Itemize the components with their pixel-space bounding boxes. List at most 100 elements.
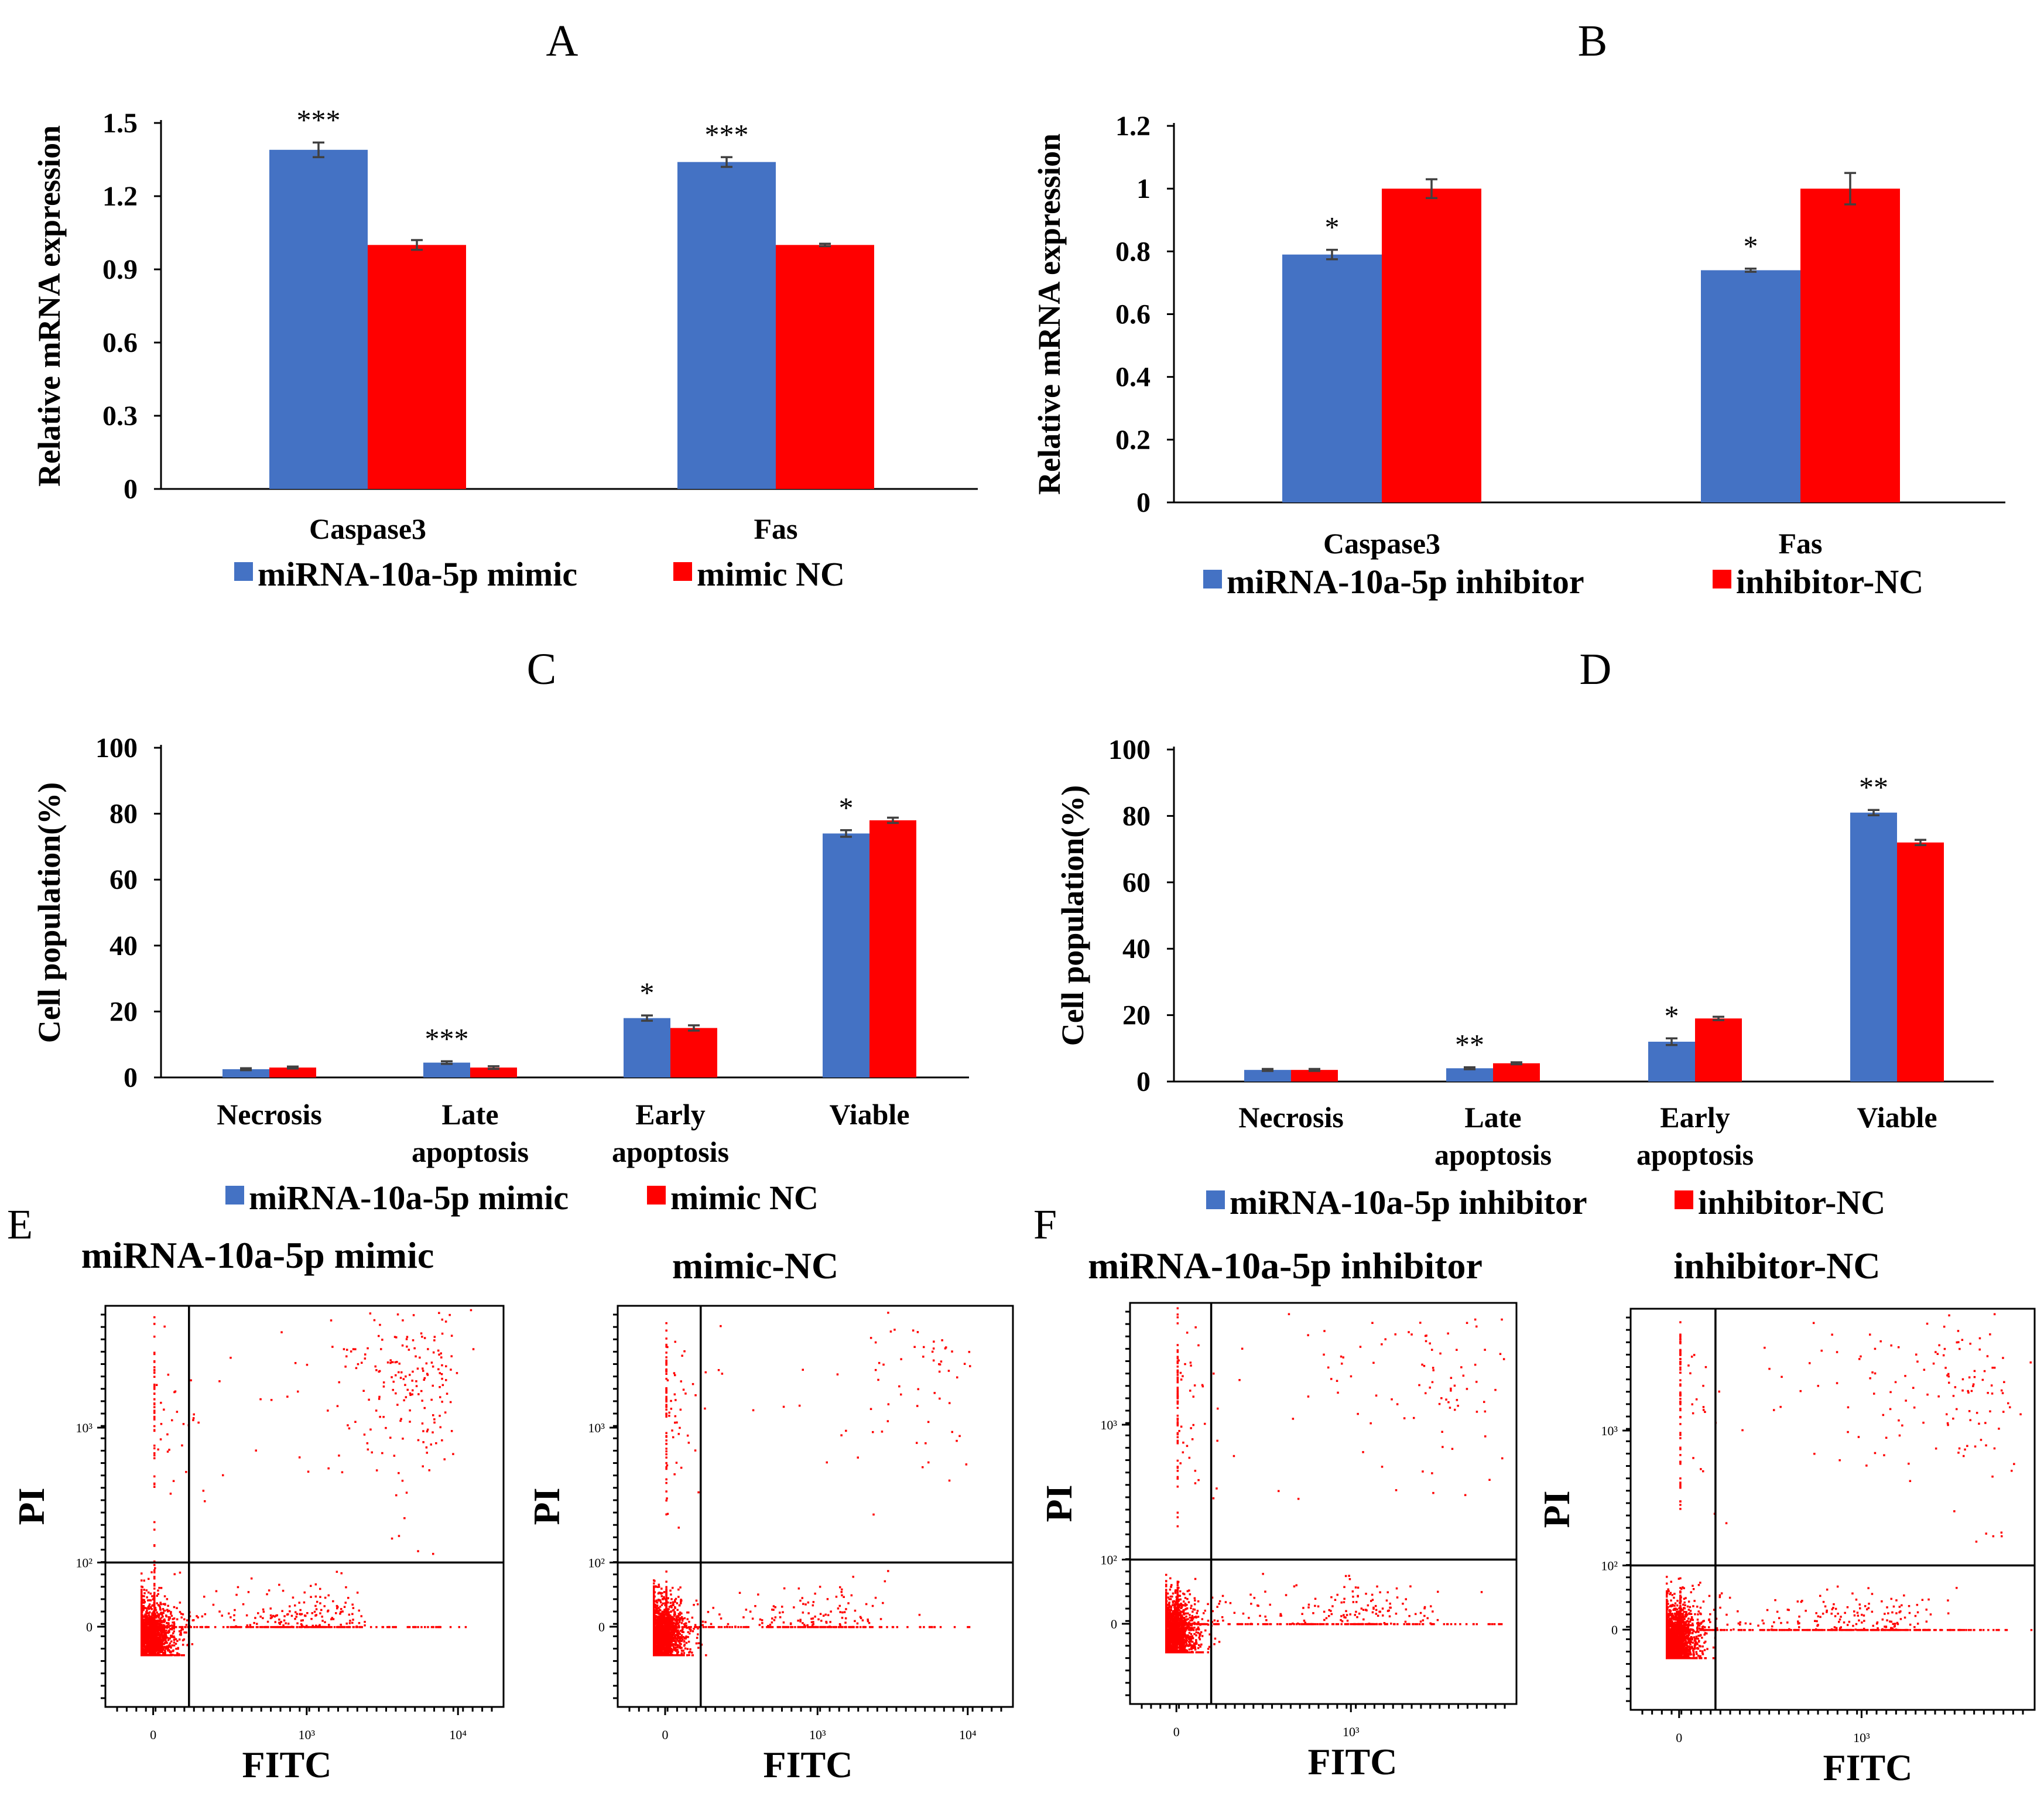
scatter-point bbox=[385, 1426, 387, 1429]
scatter-point bbox=[153, 1626, 156, 1628]
scatter-point bbox=[159, 1636, 162, 1638]
scatter-point bbox=[147, 1599, 149, 1602]
scatter-point bbox=[148, 1578, 150, 1580]
scatter-point bbox=[151, 1642, 153, 1645]
scatter-point bbox=[193, 1626, 196, 1628]
scatter-point bbox=[153, 1447, 156, 1450]
category-label: Viable bbox=[1857, 1101, 1937, 1134]
scatter-point bbox=[146, 1596, 148, 1599]
scatter-point bbox=[215, 1590, 218, 1593]
scatter-point bbox=[351, 1621, 354, 1624]
panel-label: D bbox=[1580, 645, 1612, 694]
category-label: Viable bbox=[829, 1098, 909, 1131]
scatter-point bbox=[680, 1652, 683, 1655]
scatter-point bbox=[180, 1626, 183, 1628]
scatter-point bbox=[361, 1626, 363, 1628]
scatter-point bbox=[166, 1433, 169, 1436]
significance-marker: * bbox=[640, 976, 655, 1009]
scatter-point bbox=[156, 1654, 159, 1657]
scatter-point bbox=[153, 1411, 156, 1414]
scatter-point bbox=[315, 1608, 318, 1610]
scatter-point bbox=[233, 1626, 235, 1628]
scatter-point bbox=[218, 1380, 221, 1383]
scatter-point bbox=[152, 1652, 155, 1655]
scatter-point bbox=[153, 1398, 156, 1401]
scatter-point bbox=[162, 1608, 165, 1610]
scatter-point bbox=[352, 1626, 355, 1628]
scatter-point bbox=[324, 1596, 327, 1599]
scatter-point bbox=[313, 1610, 316, 1613]
scatter-point bbox=[222, 1474, 224, 1477]
scatter-point bbox=[444, 1411, 447, 1414]
scatter-point bbox=[153, 1583, 156, 1586]
scatter-point bbox=[670, 1598, 673, 1600]
scatter-point bbox=[435, 1442, 437, 1445]
scatter-point bbox=[358, 1609, 360, 1612]
scatter-point bbox=[340, 1623, 342, 1626]
scatter-point bbox=[262, 1608, 265, 1611]
scatter-point bbox=[357, 1363, 360, 1366]
scatter-point bbox=[164, 1603, 166, 1606]
scatter-point bbox=[148, 1629, 150, 1632]
legend-label: mimic NC bbox=[670, 1179, 819, 1217]
scatter-point bbox=[151, 1612, 153, 1614]
scatter-point bbox=[345, 1622, 348, 1625]
scatter-point bbox=[146, 1644, 148, 1647]
scatter-point bbox=[245, 1626, 248, 1628]
scatter-point bbox=[159, 1628, 161, 1630]
scatter-point bbox=[458, 1626, 460, 1628]
scatter-point bbox=[300, 1619, 303, 1622]
scatter-point bbox=[171, 1644, 173, 1647]
scatter-point bbox=[300, 1623, 303, 1626]
scatter-point bbox=[344, 1602, 347, 1604]
scatter-point bbox=[412, 1314, 415, 1316]
scatter-point bbox=[338, 1455, 340, 1457]
scatter-point bbox=[343, 1606, 346, 1608]
scatter-point bbox=[691, 1630, 694, 1633]
scatter-point bbox=[171, 1419, 173, 1422]
scatter-point bbox=[406, 1345, 408, 1348]
scatter-point bbox=[148, 1645, 150, 1648]
scatter-point bbox=[176, 1411, 179, 1413]
scatter-point bbox=[141, 1612, 143, 1614]
scatter-point bbox=[186, 1619, 189, 1621]
scatter-point bbox=[153, 1366, 156, 1368]
scatter-point bbox=[168, 1610, 170, 1612]
legend-swatch bbox=[673, 562, 692, 581]
scatter-point bbox=[253, 1621, 255, 1624]
scatter-point bbox=[335, 1612, 337, 1614]
scatter-point bbox=[352, 1619, 354, 1621]
scatter-point bbox=[180, 1634, 182, 1636]
scatter-point bbox=[292, 1626, 294, 1628]
scatter-point bbox=[143, 1654, 146, 1657]
scatter-point bbox=[427, 1626, 429, 1628]
scatter-point bbox=[149, 1633, 151, 1635]
significance-marker: *** bbox=[425, 1022, 469, 1055]
scatter-point bbox=[379, 1415, 381, 1418]
scatter-point bbox=[403, 1399, 405, 1402]
scatter-point bbox=[143, 1579, 145, 1582]
scatter-point bbox=[382, 1416, 385, 1418]
scatter-point bbox=[150, 1643, 152, 1645]
scatter-point bbox=[183, 1618, 186, 1621]
scatter-point bbox=[149, 1654, 152, 1657]
category-label-line: apoptosis bbox=[612, 1135, 729, 1168]
scatter-point bbox=[402, 1438, 404, 1440]
scatter-point bbox=[378, 1335, 380, 1337]
scatter-point bbox=[161, 1613, 163, 1616]
scatter-point bbox=[155, 1619, 157, 1622]
scatter-point bbox=[252, 1626, 254, 1628]
scatter-point bbox=[141, 1635, 143, 1638]
scatter-point bbox=[337, 1626, 340, 1628]
scatter-point bbox=[321, 1616, 323, 1618]
scatter-point bbox=[426, 1452, 428, 1454]
scatter-point bbox=[364, 1353, 367, 1356]
scatter-point bbox=[141, 1641, 143, 1643]
scatter-point bbox=[185, 1471, 187, 1473]
scatter-point bbox=[165, 1629, 167, 1632]
scatter-point bbox=[280, 1621, 282, 1623]
scatter-point bbox=[227, 1626, 230, 1628]
scatter-point bbox=[389, 1361, 392, 1364]
